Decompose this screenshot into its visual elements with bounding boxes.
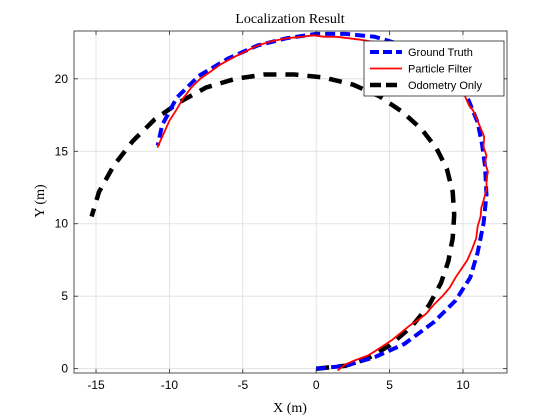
- series-line-odometry-only: [89, 72, 457, 371]
- x-axis-label: X (m): [273, 401, 307, 416]
- x-tick-label: 10: [456, 378, 470, 392]
- legend-label: Ground Truth: [408, 47, 473, 59]
- legend-label: Particle Filter: [408, 64, 473, 76]
- y-tick-label: 5: [61, 289, 68, 303]
- x-tick-label: -10: [161, 378, 179, 392]
- series-line-particle-filter: [156, 34, 489, 372]
- series-layer: [89, 31, 489, 372]
- x-tick-label: 5: [386, 378, 393, 392]
- axes-box: [73, 30, 508, 374]
- legend-label: Odometry Only: [408, 80, 482, 92]
- y-tick-label: 0: [61, 362, 68, 376]
- y-tick-label: 15: [55, 144, 69, 158]
- legend: Ground Truth Particle Filter Odometry Only: [363, 40, 505, 97]
- x-tick-label: -15: [87, 378, 105, 392]
- ticks: -15 -10 -5 0 5 10 0 5 10 15 20: [55, 31, 507, 392]
- series-line-ground-truth: [155, 31, 489, 371]
- y-tick-label: 20: [55, 72, 69, 86]
- y-axis-label: Y (m): [33, 184, 48, 218]
- chart-title: Localization Result: [235, 12, 344, 27]
- y-tick-label: 10: [55, 217, 69, 231]
- x-tick-label: -5: [237, 378, 248, 392]
- x-tick-label: 0: [313, 378, 320, 392]
